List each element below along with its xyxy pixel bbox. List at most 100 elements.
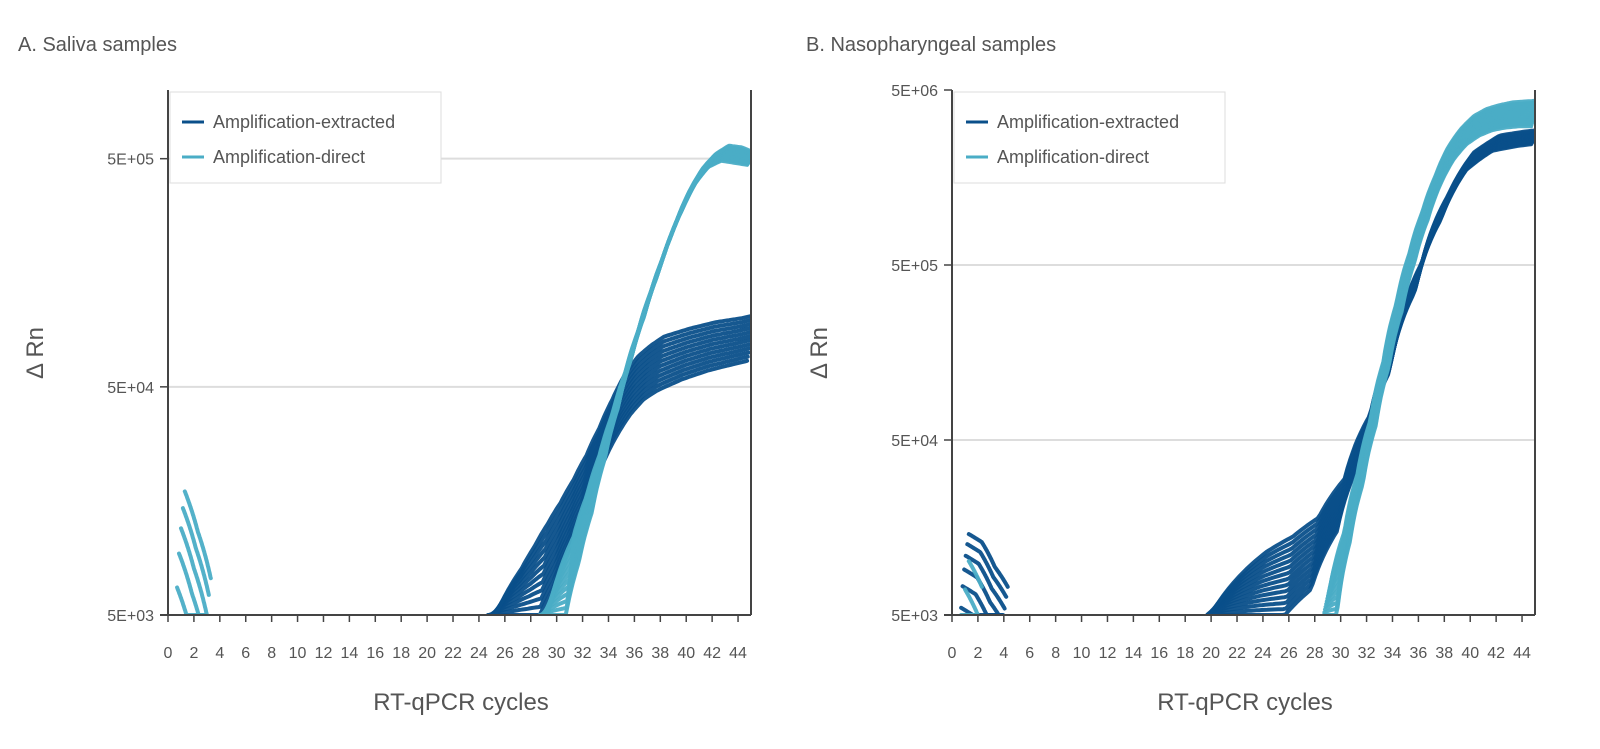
panel-b-curve-amplification-direct xyxy=(1329,98,1535,582)
panel-b-x-tick-label: 10 xyxy=(1073,645,1091,662)
panel-b-series xyxy=(959,98,1535,615)
panel-a-x-tick-label: 30 xyxy=(548,645,566,662)
panel-a-x-tick-label: 6 xyxy=(241,645,250,662)
panel-a-curve-amplification-extracted xyxy=(486,354,750,615)
panel-a-saliva: A. Saliva samples 0 2 4 6 8 10 12 14 16 18 20 22 24 2… xyxy=(18,34,752,716)
panel-a-curve-amplification-direct-baseline xyxy=(175,585,205,615)
panel-b-curve-amplification-extracted xyxy=(1207,139,1535,615)
panel-b-curve-amplification-extracted xyxy=(1207,137,1535,615)
panel-b-legend-extracted-label: Amplification-extracted xyxy=(997,112,1179,132)
panel-b-curve-amplification-extracted xyxy=(1206,140,1535,615)
panel-b-series-amplification-extracted-baseline xyxy=(959,532,1010,615)
panel-b-x-tick-label: 40 xyxy=(1461,645,1479,662)
panel-b-curve-amplification-extracted xyxy=(1213,128,1535,610)
panel-a-curve-amplification-extracted xyxy=(490,334,751,615)
panel-a-y-tick-label: 5E+05 xyxy=(107,152,154,169)
panel-b-legend: Amplification-extracted Amplification-di… xyxy=(953,91,1226,184)
panel-b-curve-amplification-direct-baseline xyxy=(966,559,984,589)
panel-b-curve-amplification-extracted xyxy=(1210,133,1535,613)
panel-b-y-axis-title: Δ Rn xyxy=(806,327,833,379)
panel-b-x-tick-label: 8 xyxy=(1051,645,1060,662)
panel-a-legend-extracted-label: Amplification-extracted xyxy=(213,112,395,132)
panel-b-y-tick-label: 5E+04 xyxy=(891,433,938,450)
panel-b-nasopharyngeal: B. Nasopharyngeal samples 0 2 4 6 8 10 12 14 16 1… xyxy=(806,34,1536,716)
panel-a-curve-amplification-direct xyxy=(545,143,751,615)
panel-a-curve-amplification-direct-baseline xyxy=(180,506,211,597)
panel-b-curve-amplification-direct-baseline xyxy=(963,587,980,615)
panel-a-x-tick-label: 24 xyxy=(470,645,488,662)
panel-b-curve-amplification-extracted xyxy=(1209,134,1535,614)
panel-a-axes xyxy=(160,90,752,616)
panel-a-x-tick-label: 14 xyxy=(340,645,358,662)
panel-a-x-tick-label: 26 xyxy=(496,645,514,662)
panel-a-x-tick-label: 34 xyxy=(600,645,618,662)
panel-a-y-ticks: 5E+03 5E+04 5E+05 xyxy=(107,152,168,625)
panel-a-x-tick-label: 38 xyxy=(651,645,669,662)
panel-b-plot-area xyxy=(959,98,1535,615)
panel-a-curve-amplification-extracted xyxy=(488,346,751,615)
panel-a-series-amplification-extracted xyxy=(486,314,751,615)
panel-a-y-tick-label: 5E+04 xyxy=(107,380,154,397)
panel-a-legend: Amplification-extracted Amplification-di… xyxy=(169,91,442,184)
panel-b-curve-amplification-extracted-baseline xyxy=(965,542,1009,599)
panel-b-series-amplification-direct xyxy=(1321,98,1535,615)
panel-b-series-amplification-direct-baseline xyxy=(959,559,984,615)
panel-a-plot-area xyxy=(175,143,751,615)
panel-a-series xyxy=(175,143,751,615)
panel-b-curve-amplification-extracted xyxy=(1208,135,1535,614)
panel-b-curve-amplification-extracted xyxy=(1211,131,1535,612)
panel-b-x-tick-label: 24 xyxy=(1254,645,1272,662)
panel-b-x-ticks: 0 2 4 6 8 10 12 14 16 18 20 22 24 26 28 30 32 34 36 38 40 42 4… xyxy=(948,615,1531,662)
panel-a-x-tick-label: 20 xyxy=(418,645,436,662)
panel-a-x-tick-label: 10 xyxy=(289,645,307,662)
panel-b-curve-amplification-extracted xyxy=(1211,130,1535,611)
panel-b-y-tick-label: 5E+06 xyxy=(891,83,938,100)
panel-a-x-tick-label: 8 xyxy=(267,645,276,662)
panel-a-series-amplification-direct xyxy=(537,143,751,615)
panel-b-y-ticks: 5E+03 5E+04 5E+05 5E+06 xyxy=(891,83,952,625)
panel-a-x-tick-label: 40 xyxy=(677,645,695,662)
panel-b-y-tick-label: 5E+05 xyxy=(891,258,938,275)
panel-b-x-tick-label: 26 xyxy=(1280,645,1298,662)
panel-a-x-tick-label: 28 xyxy=(522,645,540,662)
panel-a-x-tick-label: 36 xyxy=(626,645,644,662)
panel-a-curve-amplification-direct-baseline xyxy=(177,551,207,615)
panel-b-x-tick-label: 32 xyxy=(1358,645,1376,662)
panel-a-curve-amplification-extracted xyxy=(489,338,751,615)
panel-b-x-tick-label: 12 xyxy=(1099,645,1117,662)
panel-a-curve-amplification-extracted xyxy=(486,358,750,615)
panel-b-x-tick-label: 4 xyxy=(999,645,1008,662)
panel-b-x-tick-label: 34 xyxy=(1384,645,1402,662)
panel-a-title: A. Saliva samples xyxy=(18,34,177,56)
panel-a-y-axis-title: Δ Rn xyxy=(22,327,49,379)
panel-b-x-tick-label: 16 xyxy=(1150,645,1168,662)
panel-a-x-tick-label: 4 xyxy=(215,645,224,662)
panel-a-x-tick-label: 16 xyxy=(366,645,384,662)
panel-a-legend-direct-label: Amplification-direct xyxy=(213,147,365,167)
panel-b-curve-amplification-extracted-baseline xyxy=(960,584,1004,615)
panel-a-x-tick-label: 42 xyxy=(703,645,721,662)
panel-a-x-tick-label: 12 xyxy=(315,645,333,662)
panel-a-x-tick-label: 2 xyxy=(189,645,198,662)
panel-a-x-tick-label: 0 xyxy=(164,645,173,662)
panel-a-x-tick-label: 18 xyxy=(392,645,410,662)
panel-a-x-axis-title: RT-qPCR cycles xyxy=(373,689,549,716)
panel-a-curve-amplification-extracted xyxy=(488,342,751,615)
panel-b-curve-amplification-extracted-baseline xyxy=(963,553,1007,611)
panel-b-x-tick-label: 36 xyxy=(1410,645,1428,662)
panel-a-x-ticks: 0 2 4 6 8 10 12 14 16 18 20 22 24 26 28 30 32 34 36 38 40 42 4… xyxy=(164,615,747,662)
panel-b-curve-amplification-extracted xyxy=(1210,132,1535,612)
panel-a-legend-box xyxy=(169,91,442,184)
panel-b-title: B. Nasopharyngeal samples xyxy=(806,34,1056,56)
panel-b-curve-amplification-extracted xyxy=(1205,142,1534,615)
panel-b-grid xyxy=(952,264,1535,441)
panel-b-series-amplification-extracted xyxy=(1205,128,1535,615)
panel-b-x-tick-label: 42 xyxy=(1487,645,1505,662)
panel-a-x-tick-label: 44 xyxy=(729,645,747,662)
panel-a-x-tick-label: 22 xyxy=(444,645,462,662)
panel-b-x-tick-label: 38 xyxy=(1435,645,1453,662)
panel-b-axes xyxy=(944,90,1536,616)
panel-b-x-tick-label: 18 xyxy=(1176,645,1194,662)
panel-a-curve-amplification-direct-baseline xyxy=(179,526,209,615)
